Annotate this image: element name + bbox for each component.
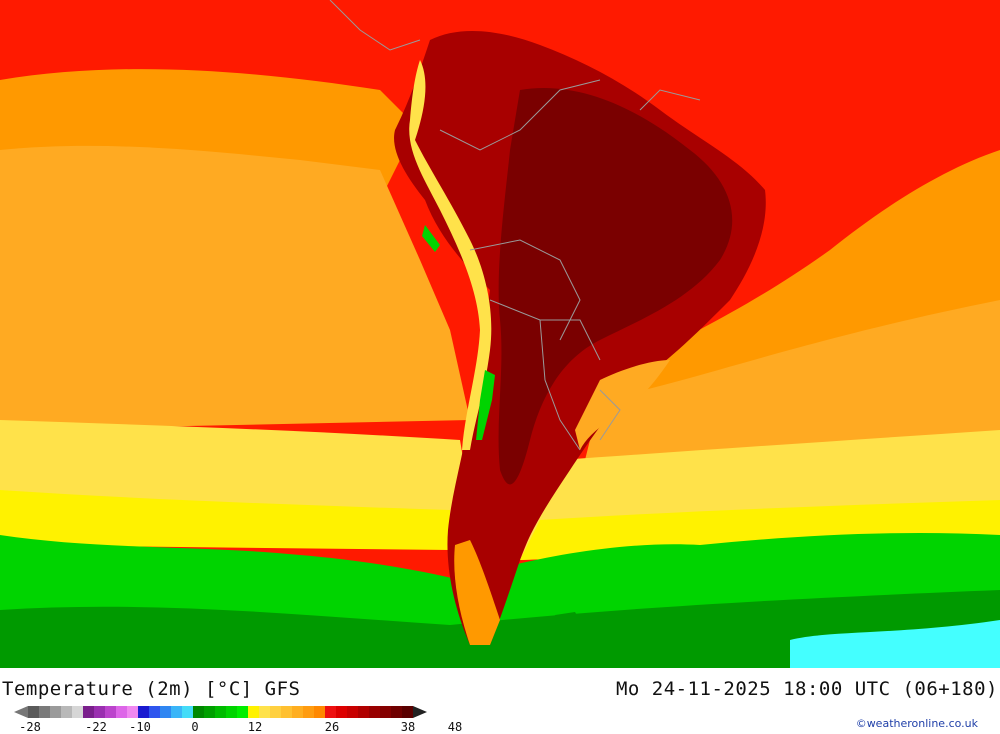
legend-swatch xyxy=(237,706,248,718)
legend-tick-label: 38 xyxy=(400,720,416,734)
legend-swatch xyxy=(281,706,292,718)
legend-tick-label: -22 xyxy=(85,720,107,734)
border-line xyxy=(439,79,601,151)
legend-swatch xyxy=(171,706,182,718)
map-canvas xyxy=(0,0,1000,668)
legend-swatch xyxy=(314,706,325,718)
legend-swatch xyxy=(160,706,171,718)
country-borders xyxy=(329,0,701,451)
legend-swatch xyxy=(336,706,347,718)
legend-swatch xyxy=(292,706,303,718)
map-datetime: Mo 24-11-2025 18:00 UTC (06+180) xyxy=(615,678,998,700)
footer: Temperature (2m) [°C] GFS Mo 24-11-2025 … xyxy=(0,668,1000,734)
border-line xyxy=(329,0,421,51)
legend-swatch xyxy=(226,706,237,718)
band-dark-green xyxy=(0,590,1000,668)
legend-swatch xyxy=(270,706,281,718)
legend-swatch xyxy=(303,706,314,718)
legend-swatch xyxy=(28,706,39,718)
band-mid-orange-atlantic xyxy=(580,300,1000,480)
legend-swatch xyxy=(116,706,127,718)
legend-swatch xyxy=(402,706,413,718)
legend-swatch xyxy=(391,706,402,718)
legend-swatch xyxy=(380,706,391,718)
credit-link[interactable]: ©weatheronline.co.uk xyxy=(855,717,978,730)
legend-swatch xyxy=(182,706,193,718)
legend-arrow-right-icon xyxy=(413,706,427,718)
legend-swatch xyxy=(204,706,215,718)
legend-swatch xyxy=(325,706,336,718)
region-amazon-interior xyxy=(498,88,733,485)
legend-swatch xyxy=(259,706,270,718)
border-line xyxy=(599,389,621,441)
legend-swatch xyxy=(347,706,358,718)
legend-swatch xyxy=(215,706,226,718)
region-southern-cone-orange xyxy=(575,360,670,450)
legend-tick-label: -10 xyxy=(129,720,151,734)
legend-swatch xyxy=(83,706,94,718)
legend-swatch xyxy=(358,706,369,718)
band-mid-orange xyxy=(0,145,470,431)
legend-tick-label: -28 xyxy=(19,720,41,734)
legend-swatch xyxy=(72,706,83,718)
region-andes-yellow xyxy=(409,60,492,450)
border-line xyxy=(489,299,601,361)
legend-swatch xyxy=(127,706,138,718)
legend-swatch xyxy=(149,706,160,718)
legend-swatch xyxy=(138,706,149,718)
legend-swatch xyxy=(248,706,259,718)
legend-tick-label: 26 xyxy=(324,720,340,734)
legend-tick-label: 12 xyxy=(247,720,263,734)
legend-swatch xyxy=(50,706,61,718)
legend-swatch xyxy=(94,706,105,718)
legend-color-bar xyxy=(28,706,413,718)
map-title: Temperature (2m) [°C] GFS xyxy=(2,678,301,700)
legend-tick-label: 0 xyxy=(191,720,199,734)
legend-swatch xyxy=(39,706,50,718)
legend-swatch xyxy=(105,706,116,718)
band-bright-yellow xyxy=(0,490,450,550)
band-cold-cyan xyxy=(790,620,1000,668)
legend-swatch xyxy=(61,706,72,718)
border-line xyxy=(539,319,581,451)
legend-tick-label: 48 xyxy=(447,720,463,734)
temperature-map xyxy=(0,0,1000,668)
border-line xyxy=(639,89,701,111)
legend-swatch xyxy=(369,706,380,718)
legend-arrow-left-icon xyxy=(14,706,28,718)
border-line xyxy=(469,239,581,341)
region-patagonia xyxy=(454,540,500,645)
island xyxy=(555,612,580,622)
legend-swatch xyxy=(193,706,204,718)
